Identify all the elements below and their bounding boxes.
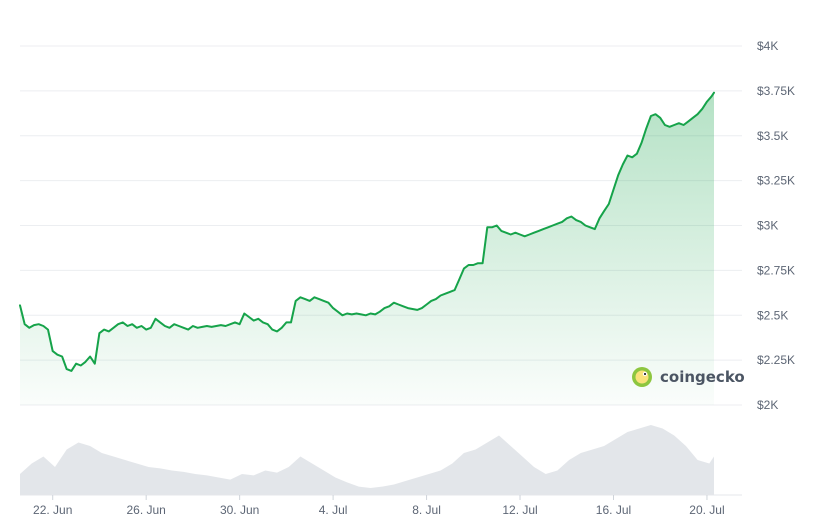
y-tick-label: $3.75K	[757, 84, 795, 98]
x-tick-label: 12. Jul	[502, 503, 537, 517]
x-tick-label: 20. Jul	[689, 503, 724, 517]
y-tick-label: $3.25K	[757, 174, 795, 188]
y-tick-label: $2.75K	[757, 263, 795, 277]
y-axis-labels: $4K $3.75K $3.5K $3.25K $3K $2.75K $2.5K $2.25K…	[757, 39, 795, 412]
x-axis-labels: 22. Jun 26. Jun 30. Jun 4. Jul 8. Jul 12. Jul…	[20, 494, 742, 517]
y-tick-label: $4K	[757, 39, 778, 53]
price-line-path[interactable]	[19, 91, 715, 372]
x-tick-label: 8. Jul	[412, 503, 441, 517]
price-area	[20, 92, 714, 405]
price-area-fill	[20, 92, 714, 405]
y-tick-label: $2K	[757, 398, 778, 412]
y-tick-label: $2.5K	[757, 308, 788, 322]
y-tick-label: $3.5K	[757, 129, 788, 143]
x-tick-label: 26. Jun	[126, 503, 165, 517]
y-tick-label: $2.25K	[757, 353, 795, 367]
price-line[interactable]	[19, 91, 715, 372]
coingecko-watermark: coingecko	[632, 367, 745, 387]
x-tick-label: 22. Jun	[33, 503, 72, 517]
volume-shape	[20, 425, 714, 495]
coingecko-watermark-text: coingecko	[660, 368, 745, 386]
y-tick-label: $3K	[757, 219, 778, 233]
x-tick-label: 16. Jul	[596, 503, 631, 517]
volume-area	[20, 425, 714, 495]
x-tick-label: 4. Jul	[319, 503, 348, 517]
coingecko-gecko-icon	[632, 367, 652, 387]
x-tick-label: 30. Jun	[220, 503, 259, 517]
